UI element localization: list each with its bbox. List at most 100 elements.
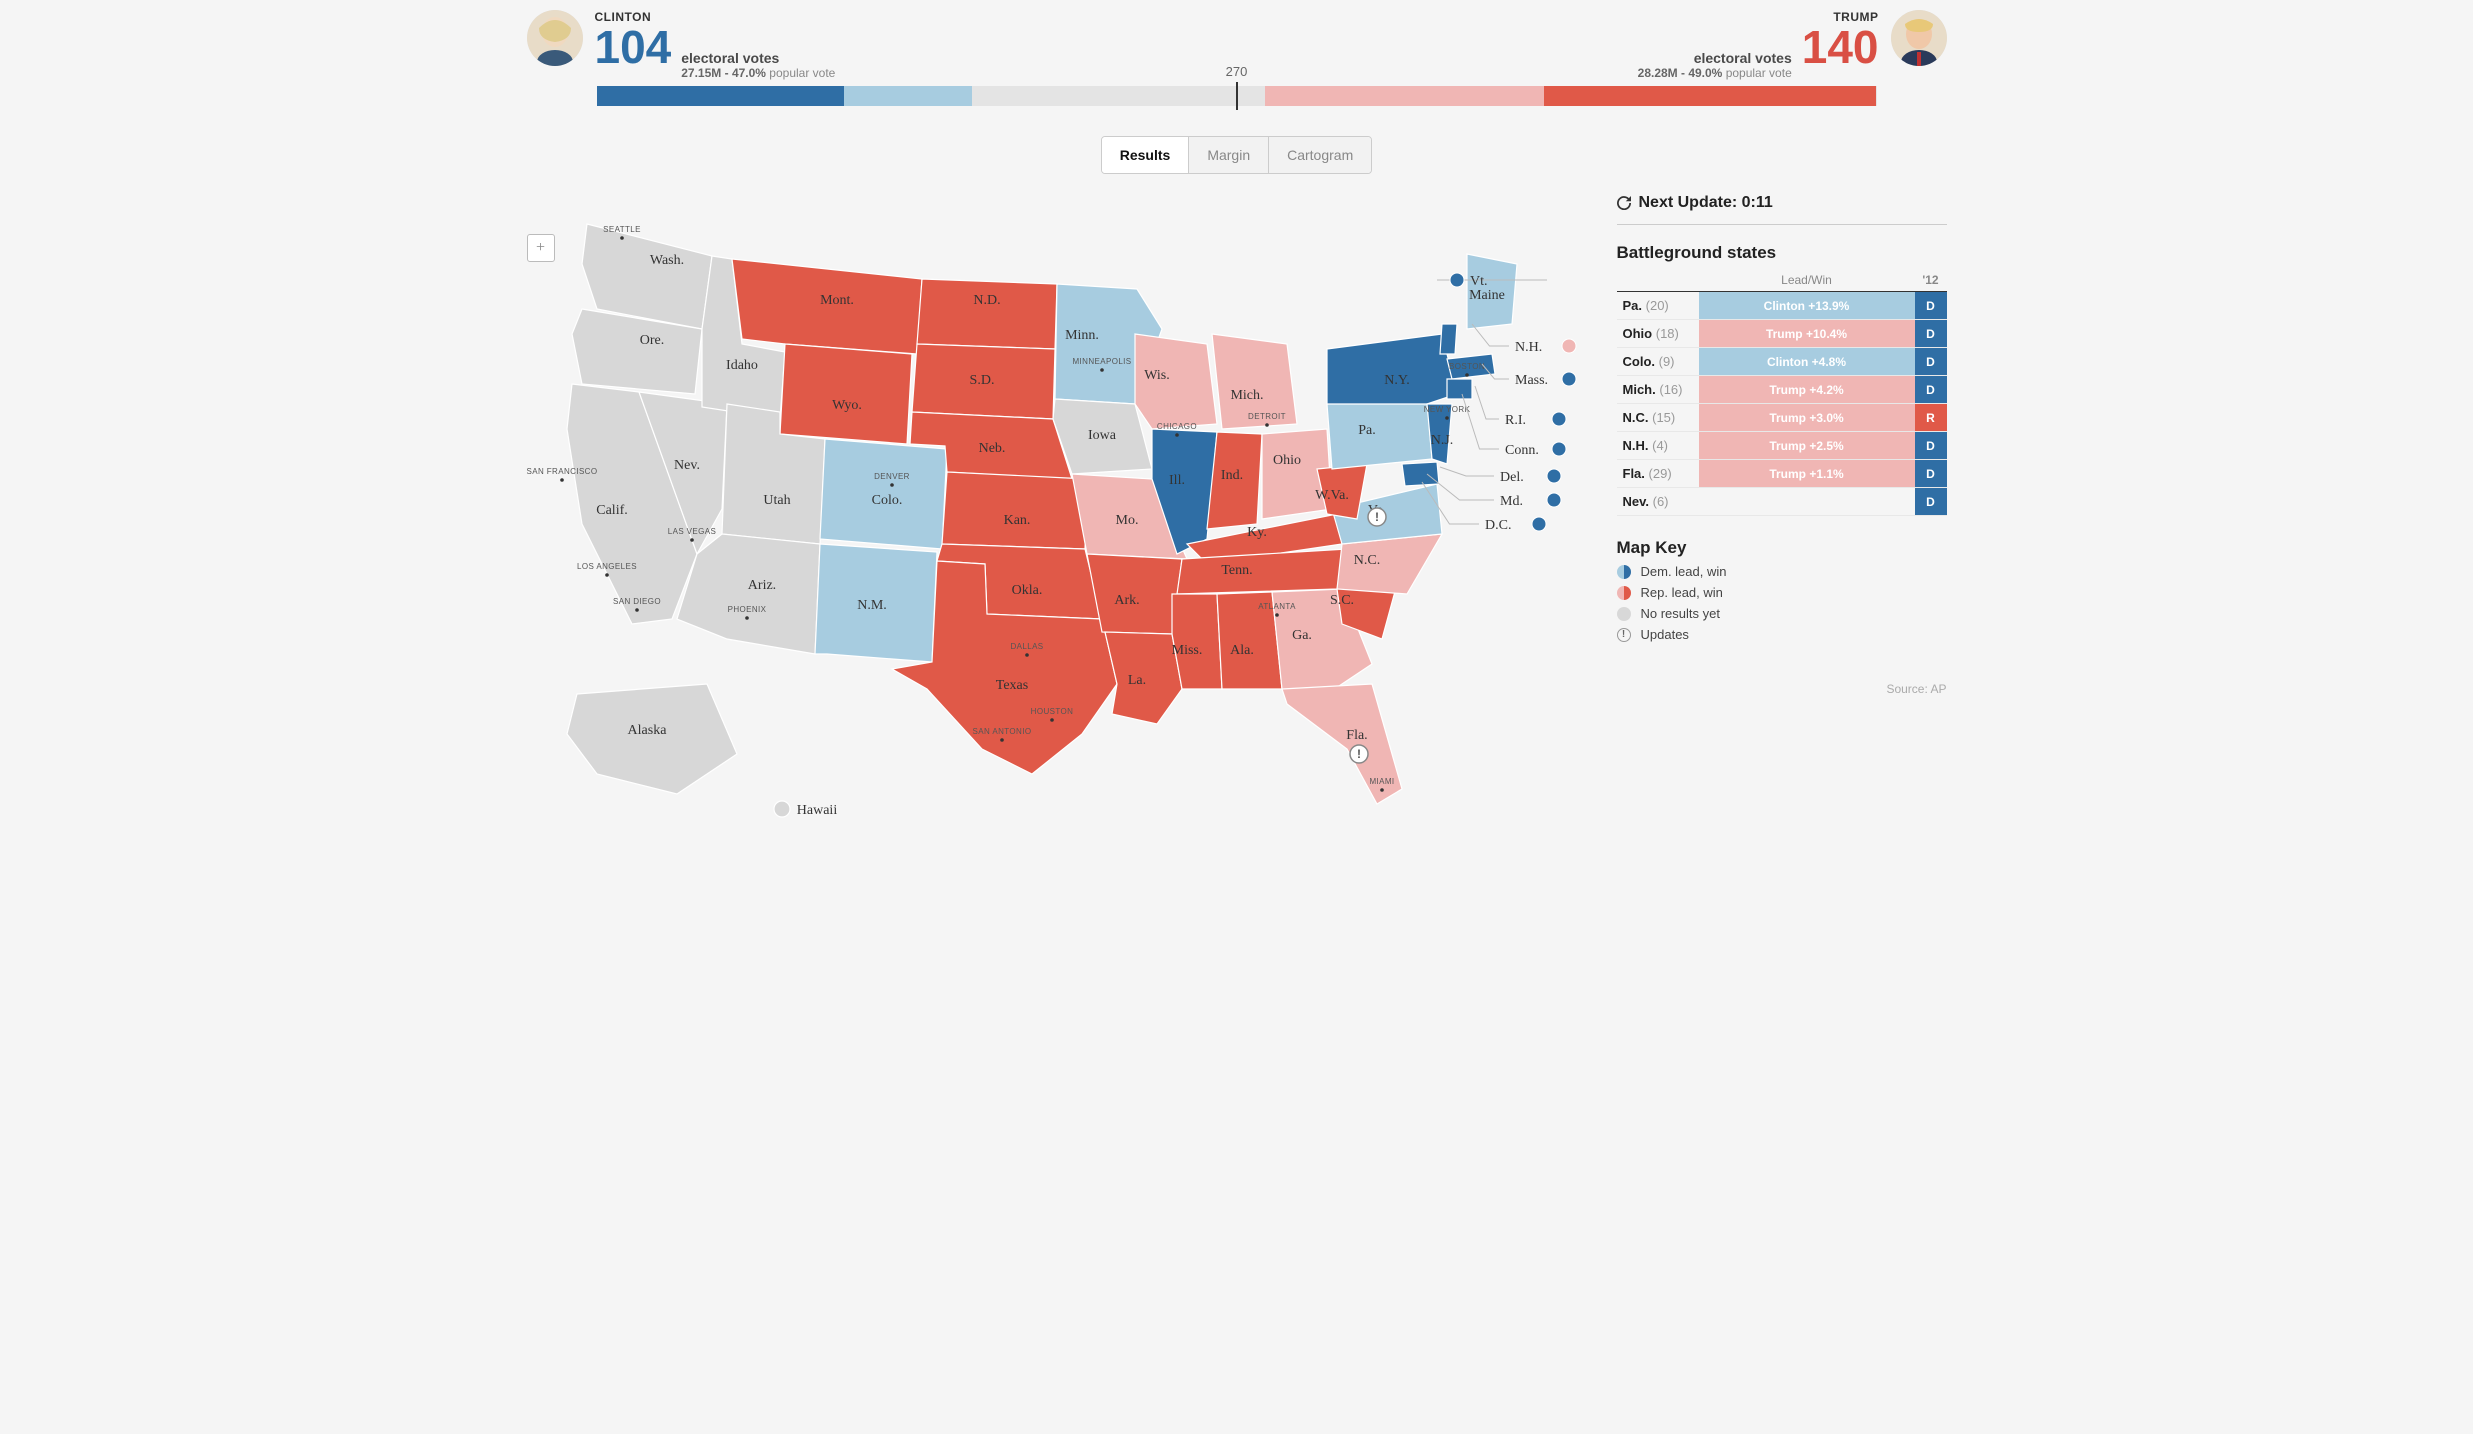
- city-label: MIAMI: [1369, 777, 1394, 786]
- map-key-title: Map Key: [1617, 538, 1947, 558]
- state-WI[interactable]: [1135, 334, 1217, 429]
- table-row[interactable]: Nev. (6)D: [1617, 488, 1947, 516]
- state-IA[interactable]: [1053, 399, 1152, 474]
- state-MD[interactable]: [1402, 462, 1439, 486]
- update-marker-icon: !: [1375, 510, 1379, 524]
- off-map-label[interactable]: Vt.: [1470, 274, 1488, 289]
- table-row[interactable]: Colo. (9)Clinton +4.8%D: [1617, 348, 1947, 376]
- city-label: HOUSTON: [1030, 707, 1073, 716]
- state-AK[interactable]: [567, 684, 737, 794]
- refresh-icon: [1617, 196, 1631, 210]
- state-KS[interactable]: [942, 472, 1087, 549]
- key-none: No results yet: [1617, 606, 1947, 621]
- table-row[interactable]: Ohio (18)Trump +10.4%D: [1617, 320, 1947, 348]
- city-dot: [620, 236, 624, 240]
- tab-margin[interactable]: Margin: [1189, 137, 1269, 173]
- state-CT[interactable]: [1447, 379, 1472, 399]
- bg-state: Mich. (16): [1617, 376, 1699, 404]
- state-CO[interactable]: [820, 439, 947, 549]
- table-row[interactable]: N.C. (15)Trump +3.0%R: [1617, 404, 1947, 432]
- city-dot: [1050, 718, 1054, 722]
- city-label: LOS ANGELES: [577, 562, 637, 571]
- state-PA[interactable]: [1327, 399, 1432, 469]
- bg-2012: D: [1915, 460, 1947, 488]
- bg-lead: Trump +3.0%: [1699, 404, 1915, 432]
- bg-lead: Trump +1.1%: [1699, 460, 1915, 488]
- state-MT[interactable]: [732, 259, 922, 354]
- off-map-label[interactable]: Conn.: [1505, 443, 1539, 458]
- state-LA[interactable]: [1105, 632, 1182, 724]
- view-tabs: ResultsMarginCartogram: [527, 136, 1947, 174]
- city-dot: [1265, 423, 1269, 427]
- map-area: + Wash.Ore.Calif.Nev.IdahoMont.Wyo.UtahA…: [527, 194, 1587, 849]
- key-rep: Rep. lead, win: [1617, 585, 1947, 600]
- city-label: SEATTLE: [603, 225, 641, 234]
- off-map-dot[interactable]: [1562, 372, 1576, 386]
- ev-bar-segment: [972, 86, 1265, 106]
- state-HI[interactable]: [774, 801, 790, 817]
- swatch-none: [1617, 607, 1631, 621]
- state-SD[interactable]: [912, 344, 1055, 419]
- city-label: BOSTON: [1448, 362, 1484, 371]
- off-map-dot[interactable]: [1552, 412, 1566, 426]
- bg-state: Colo. (9): [1617, 348, 1699, 376]
- state-NY[interactable]: [1327, 334, 1457, 404]
- off-map-dot[interactable]: [1532, 517, 1546, 531]
- table-row[interactable]: N.H. (4)Trump +2.5%D: [1617, 432, 1947, 460]
- bg-lead: Clinton +13.9%: [1699, 292, 1915, 320]
- city-dot: [560, 478, 564, 482]
- us-map[interactable]: Wash.Ore.Calif.Nev.IdahoMont.Wyo.UtahAri…: [527, 194, 1587, 844]
- off-map-label[interactable]: Del.: [1500, 470, 1524, 485]
- rep-ev: 140: [1802, 24, 1879, 70]
- off-map-dot[interactable]: [1552, 442, 1566, 456]
- updates-icon: !: [1617, 628, 1631, 642]
- city-label: CHICAGO: [1156, 422, 1196, 431]
- state-AR[interactable]: [1087, 554, 1182, 634]
- zoom-in-button[interactable]: +: [527, 234, 555, 262]
- off-map-dot[interactable]: [1547, 493, 1561, 507]
- state-FL[interactable]: [1282, 684, 1402, 804]
- city-dot: [1025, 653, 1029, 657]
- rep-ev-label: electoral votes: [1638, 50, 1792, 66]
- bg-state: Ohio (18): [1617, 320, 1699, 348]
- state-ME[interactable]: [1467, 254, 1517, 329]
- leader-line: [1475, 386, 1499, 419]
- table-row[interactable]: Mich. (16)Trump +4.2%D: [1617, 376, 1947, 404]
- city-label: PHOENIX: [727, 605, 766, 614]
- table-row[interactable]: Pa. (20)Clinton +13.9%D: [1617, 292, 1947, 320]
- ev-bar-segment: [844, 86, 972, 106]
- off-map-label[interactable]: D.C.: [1485, 518, 1511, 533]
- off-map-label[interactable]: Md.: [1500, 494, 1523, 509]
- off-map-label[interactable]: Mass.: [1515, 373, 1548, 388]
- state-ND[interactable]: [917, 279, 1057, 349]
- bg-2012: D: [1915, 432, 1947, 460]
- battleground-title: Battleground states: [1617, 243, 1947, 263]
- bg-2012: D: [1915, 348, 1947, 376]
- table-row[interactable]: Fla. (29)Trump +1.1%D: [1617, 460, 1947, 488]
- off-map-dot[interactable]: [1547, 469, 1561, 483]
- leader-line: [1440, 467, 1494, 476]
- city-dot: [1000, 738, 1004, 742]
- state-IN[interactable]: [1207, 432, 1262, 529]
- avatar-trump: [1891, 10, 1947, 66]
- off-map-dot[interactable]: [1450, 273, 1464, 287]
- city-dot: [1175, 433, 1179, 437]
- off-map-dot[interactable]: [1562, 339, 1576, 353]
- state-WY[interactable]: [780, 344, 912, 444]
- tab-results[interactable]: Results: [1102, 137, 1190, 173]
- city-dot: [1445, 416, 1449, 420]
- candidate-rep: TRUMP 140 electoral votes 28.28M - 49.0%…: [1638, 10, 1947, 80]
- state-VT[interactable]: [1440, 324, 1457, 354]
- city-dot: [1275, 613, 1279, 617]
- key-updates: ! Updates: [1617, 627, 1947, 642]
- city-label: SAN FRANCISCO: [527, 467, 598, 476]
- city-label: NEW YORK: [1423, 405, 1470, 414]
- state-NM[interactable]: [815, 544, 937, 662]
- tab-cartogram[interactable]: Cartogram: [1269, 137, 1371, 173]
- off-map-label[interactable]: R.I.: [1505, 413, 1526, 428]
- bg-lead: Clinton +4.8%: [1699, 348, 1915, 376]
- state-MS[interactable]: [1172, 594, 1222, 689]
- off-map-label[interactable]: N.H.: [1515, 340, 1542, 355]
- bg-lead: Trump +10.4%: [1699, 320, 1915, 348]
- bg-2012: D: [1915, 320, 1947, 348]
